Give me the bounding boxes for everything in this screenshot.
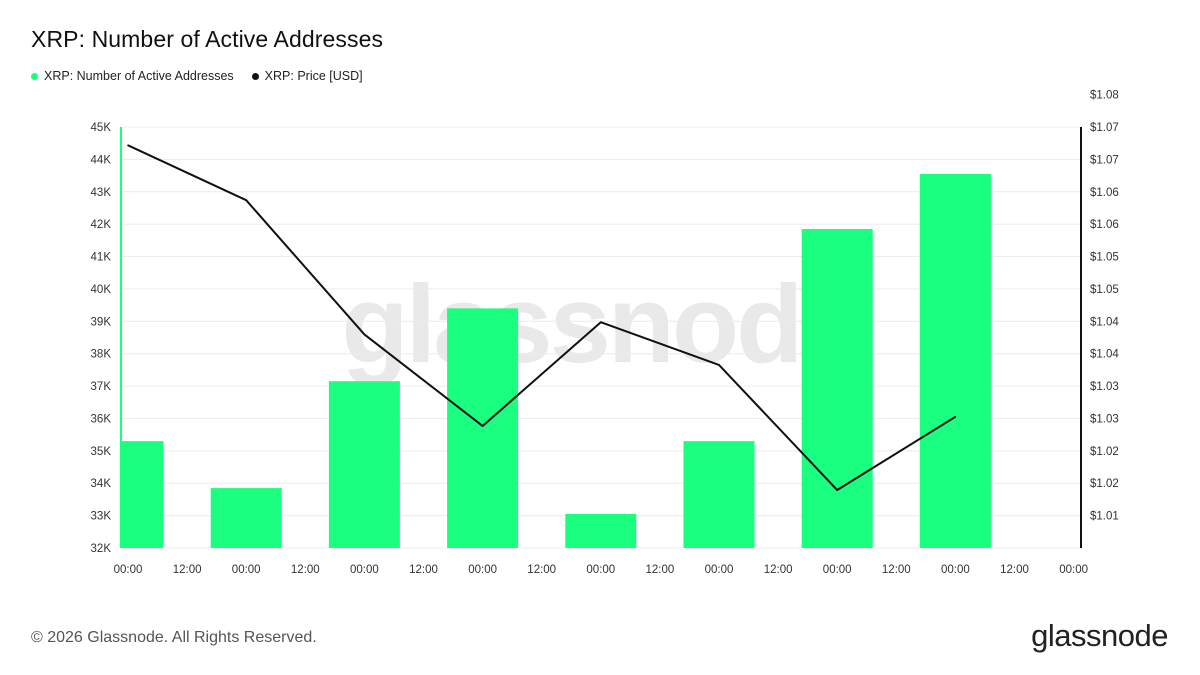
x-tick-label: 12:00: [291, 564, 320, 576]
legend-item-price[interactable]: XRP: Price [USD]: [251, 69, 363, 83]
bar: [121, 441, 164, 548]
bar: [210, 488, 282, 548]
legend-dot-active-addresses: [31, 72, 38, 80]
x-tick-label: 00:00: [350, 564, 379, 576]
y-left-tick-label: 35K: [91, 446, 112, 458]
y-left-tick-label: 42K: [91, 219, 112, 231]
price-point: [954, 416, 957, 418]
bar: [801, 229, 873, 548]
x-tick-label: 00:00: [468, 564, 497, 576]
price-point: [127, 144, 129, 147]
y-left-tick-label: 36K: [91, 413, 112, 425]
y-left-tick-label: 39K: [91, 316, 112, 328]
x-tick-label: 12:00: [173, 564, 202, 576]
x-tick-label: 12:00: [409, 564, 438, 576]
tick-labels: 32K 33K 34K 35K 36K 37K 38K 39K 40K 41K 42K 43K 44K 4…: [91, 90, 1120, 576]
y-right-tick-label: $1.02: [1090, 446, 1119, 458]
y-left-tick-label: 44K: [91, 154, 112, 166]
x-tick-label: 00:00: [586, 564, 615, 576]
x-tick-label: 00:00: [823, 564, 852, 576]
y-right-tick-label: $1.01: [1090, 511, 1119, 523]
legend-dot-price: [251, 72, 259, 80]
y-right-tick-label: $1.06: [1090, 219, 1119, 231]
x-tick-label: 00:00: [941, 564, 970, 576]
chart-legend: XRP: Number of Active Addresses XRP: Pri…: [31, 69, 381, 83]
watermark: glassnode: [341, 263, 858, 386]
price-point: [600, 321, 602, 324]
price-point: [481, 425, 484, 427]
legend-label-price: XRP: Price [USD]: [264, 69, 363, 83]
x-tick-label: 12:00: [646, 564, 675, 576]
y-right-tick-label: $1.06: [1090, 187, 1119, 199]
x-tick-label: 00:00: [232, 564, 261, 576]
glassnode-logo[interactable]: glassnode: [1031, 618, 1168, 653]
bar-series: [121, 173, 991, 548]
y-left-tick-label: 37K: [91, 381, 112, 393]
y-right-tick-label: $1.04: [1090, 316, 1119, 328]
legend-item-active-addresses[interactable]: XRP: Number of Active Addresses: [31, 69, 234, 83]
copyright-footer: © 2026 Glassnode. All Rights Reserved.: [31, 629, 317, 646]
bar: [919, 173, 991, 548]
price-line: [127, 144, 956, 492]
y-right-tick-label: $1.08: [1090, 90, 1119, 102]
price-point: [718, 364, 720, 366]
price-point: [836, 489, 838, 491]
y-right-tick-label: $1.03: [1090, 381, 1119, 393]
y-right-tick-label: $1.04: [1090, 349, 1119, 361]
price-point: [245, 199, 247, 202]
legend-label-active-addresses: XRP: Number of Active Addresses: [44, 69, 234, 83]
y-left-tick-label: 38K: [91, 349, 112, 361]
x-tick-label: 12:00: [1000, 564, 1029, 576]
chart-title: XRP: Number of Active Addresses: [31, 26, 384, 52]
bar: [447, 308, 519, 548]
y-right-tick-label: $1.05: [1090, 284, 1119, 296]
y-right-tick-label: $1.03: [1090, 413, 1119, 425]
bar: [328, 381, 400, 548]
y-right-tick-label: $1.07: [1090, 154, 1119, 166]
y-left-tick-label: 43K: [91, 187, 112, 199]
y-left-tick-label: 32K: [91, 543, 112, 555]
y-left-tick-label: 45K: [91, 122, 112, 134]
x-tick-label: 12:00: [882, 564, 911, 576]
price-point: [363, 333, 366, 336]
x-tick-label: 12:00: [527, 564, 556, 576]
axes: [120, 127, 1082, 548]
bar: [683, 441, 755, 548]
y-right-tick-label: $1.05: [1090, 252, 1119, 264]
y-left-tick-label: 41K: [91, 252, 112, 264]
y-left-tick-label: 34K: [91, 478, 112, 490]
bar: [565, 513, 637, 548]
y-right-tick-label: $1.02: [1090, 478, 1119, 490]
x-tick-label: 12:00: [764, 564, 793, 576]
y-left-tick-label: 33K: [91, 511, 112, 523]
y-left-tick-label: 40K: [91, 284, 112, 296]
x-tick-label: 00:00: [705, 564, 734, 576]
x-tick-label: 00:00: [114, 564, 143, 576]
y-right-tick-label: $1.07: [1090, 122, 1119, 134]
line-series: [127, 144, 957, 492]
x-tick-label: 00:00: [1059, 564, 1088, 576]
